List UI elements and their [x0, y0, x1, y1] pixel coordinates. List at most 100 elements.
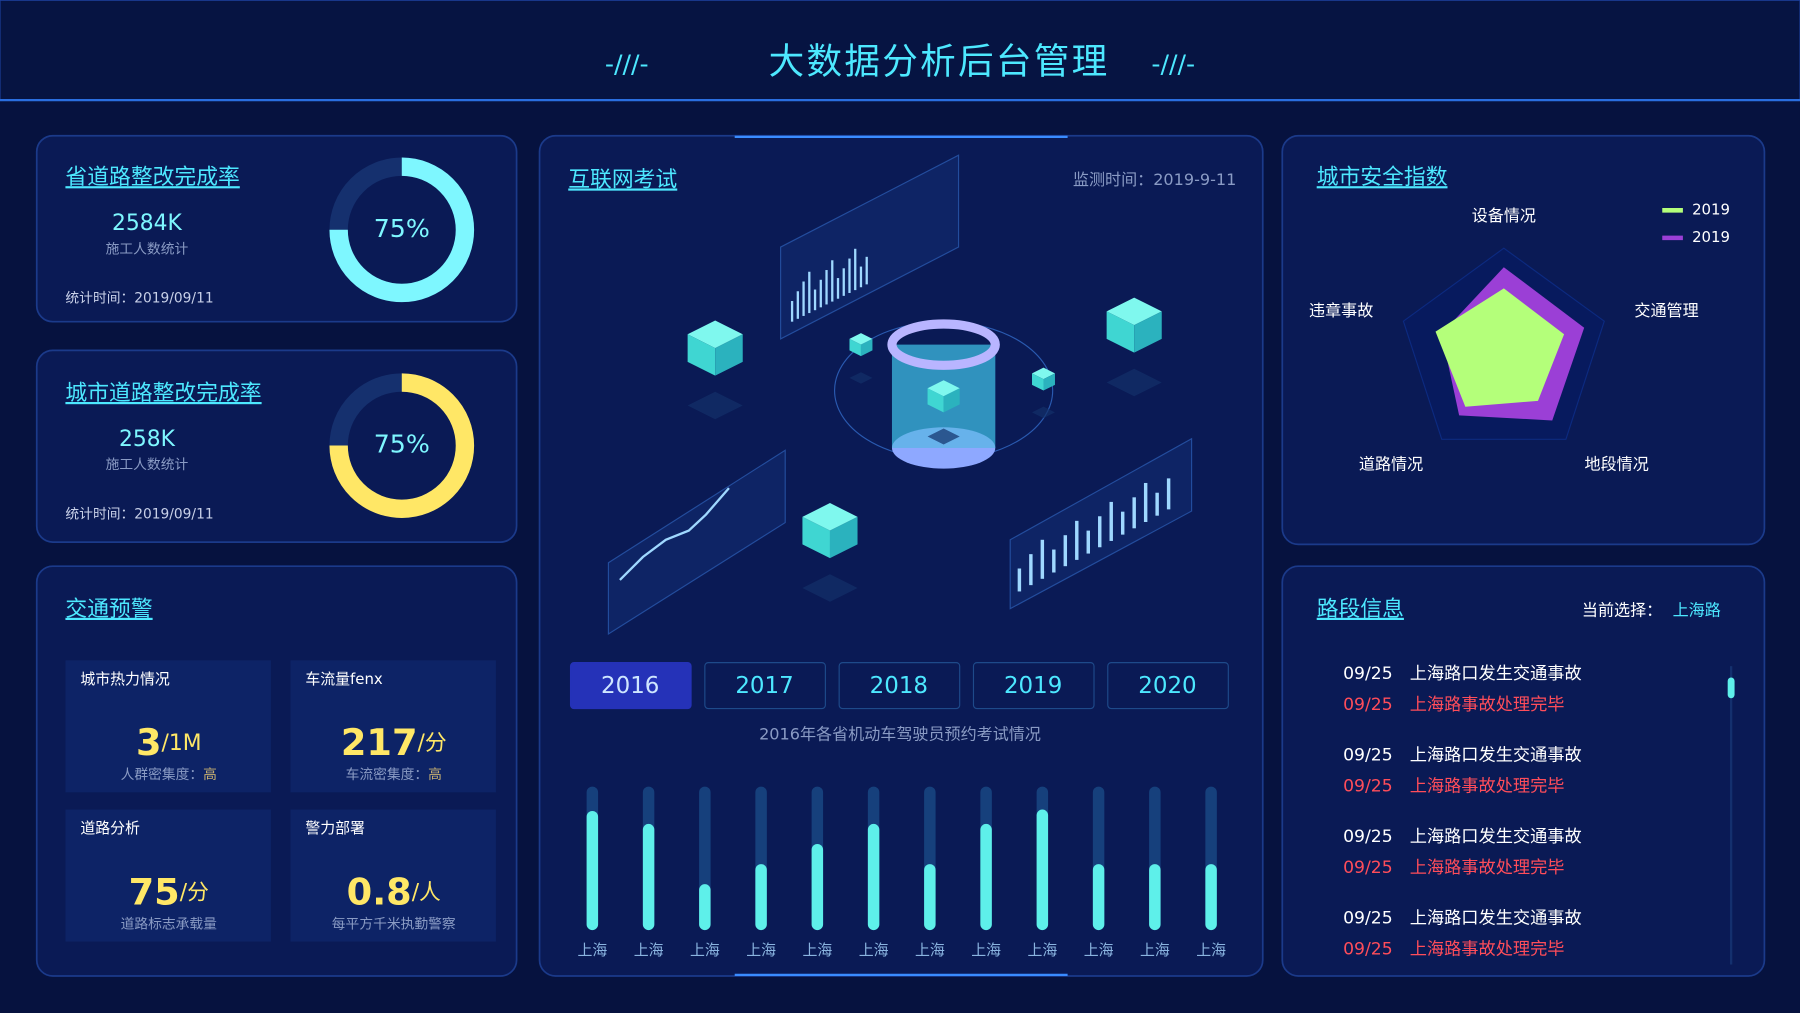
title-deco: -///- [1151, 50, 1195, 79]
radar-area [1435, 288, 1565, 407]
legend-label: 2019 [1692, 200, 1730, 218]
card-title: 城市道路整改完成率 [65, 381, 261, 406]
year-button[interactable] [704, 662, 826, 710]
year-label[interactable]: 2017 [735, 673, 793, 699]
radar-axis-label: 道路情况 [1359, 454, 1423, 473]
year-button[interactable] [569, 662, 692, 710]
event-date: 09/25 [1343, 777, 1393, 797]
cube [1134, 311, 1162, 353]
radar-axis-label: 交通管理 [1634, 301, 1698, 320]
tile-caption-text: 道路标志承载量 [121, 916, 218, 932]
scroll-thumb[interactable] [1727, 677, 1735, 699]
event-date: 09/25 [1343, 827, 1393, 847]
tile-caption: 道路标志承载量 [121, 916, 218, 932]
title-deco: -///- [605, 50, 649, 79]
radar-axis-label: 设备情况 [1472, 206, 1536, 225]
cube-shadow [687, 391, 743, 420]
event-date: 09/25 [1343, 909, 1393, 929]
section-title: 城市安全指数 [1317, 165, 1448, 190]
radar-axis-label: 地段情况 [1585, 454, 1649, 473]
panel [35, 349, 518, 543]
cylinder-top [887, 319, 1000, 370]
x-tick-label: 上海 [971, 941, 1001, 959]
event-text: 上海路口发生交通事故 [1410, 746, 1582, 766]
cube [849, 338, 861, 357]
tile-label: 城市热力情况 [80, 670, 170, 688]
screen-panel [780, 154, 960, 340]
bar [924, 864, 936, 931]
bar [755, 864, 767, 931]
event-text: 上海路事故处理完毕 [1410, 777, 1565, 797]
card-footer: 统计时间：2019/09/11 [65, 507, 213, 523]
cube [715, 334, 743, 376]
bar [980, 823, 992, 931]
card-value: 258K [119, 427, 176, 452]
x-tick-label: 上海 [746, 941, 776, 959]
cube-shadow [849, 372, 873, 384]
cube-shadow [1106, 368, 1162, 397]
event-text: 上海路事故处理完毕 [1410, 940, 1565, 960]
monitor-time: 监测时间：2019-9-11 [1073, 170, 1236, 189]
select-value: 上海路 [1673, 600, 1721, 619]
ring-label: 75% [374, 214, 430, 243]
tile-value: 217/分 [341, 721, 447, 764]
tile-unit: /人 [412, 880, 441, 905]
card-caption: 施工人数统计 [106, 457, 189, 473]
card-footer: 统计时间：2019/09/11 [65, 291, 213, 307]
bar [1036, 809, 1049, 931]
section-title: 路段信息 [1317, 597, 1404, 622]
tile-caption-text: 车流密集度： [346, 766, 429, 783]
event-date: 09/25 [1343, 664, 1393, 684]
ring-label: 75% [374, 430, 430, 459]
card-value: 2584K [112, 211, 182, 236]
tile-unit: /分 [180, 880, 209, 905]
bar [1092, 864, 1105, 931]
x-tick-label: 上海 [577, 941, 607, 959]
year-button[interactable] [972, 662, 1095, 710]
tile [290, 660, 496, 793]
cube-shadow [1032, 406, 1055, 419]
bar [699, 884, 711, 931]
screen-line [619, 487, 730, 581]
year-label[interactable]: 2018 [870, 673, 928, 699]
tile-caption: 每平方千米执勤警察 [332, 915, 456, 932]
ring-progress [329, 373, 475, 518]
bar [586, 810, 599, 931]
event-date: 09/25 [1343, 746, 1393, 766]
year-label[interactable]: 2020 [1138, 673, 1196, 699]
section-title: 交通预警 [65, 597, 152, 622]
tile-label: 车流量fenx [305, 670, 383, 688]
event-date: 09/25 [1343, 940, 1393, 960]
year-button[interactable] [1107, 662, 1229, 710]
tile-caption-text: 每平方千米执勤警察 [332, 915, 456, 932]
tile [290, 809, 496, 942]
event-text: 上海路口发生交通事故 [1410, 827, 1582, 847]
chart-title: 2016年各省机动车驾驶员预约考试情况 [759, 724, 1041, 743]
bar [642, 823, 655, 931]
tile-level: 高 [203, 766, 217, 783]
tile-value: 0.8/人 [347, 870, 441, 913]
page-title: 大数据分析后台管理 [769, 41, 1110, 82]
cube [1032, 373, 1044, 391]
year-label[interactable]: 2016 [601, 673, 659, 699]
tile-value: 75/分 [129, 870, 209, 913]
x-tick-label: 上海 [1027, 941, 1057, 959]
cube-shadow [927, 428, 960, 445]
card-caption: 施工人数统计 [106, 241, 189, 257]
tile [65, 660, 271, 793]
year-button[interactable] [838, 662, 961, 710]
x-tick-label: 上海 [634, 941, 664, 959]
cube [1106, 311, 1135, 353]
cube [1106, 297, 1162, 326]
tile-label: 警力部署 [305, 819, 365, 837]
cube [927, 388, 944, 413]
event-date: 09/25 [1343, 858, 1393, 878]
x-tick-label: 上海 [915, 941, 945, 959]
event-text: 上海路事故处理完毕 [1410, 858, 1565, 878]
tile-unit: /1M [162, 731, 202, 756]
year-label[interactable]: 2019 [1004, 673, 1062, 699]
tile-number: 75 [129, 870, 180, 913]
tile-caption: 车流密集度：高 [346, 766, 442, 783]
